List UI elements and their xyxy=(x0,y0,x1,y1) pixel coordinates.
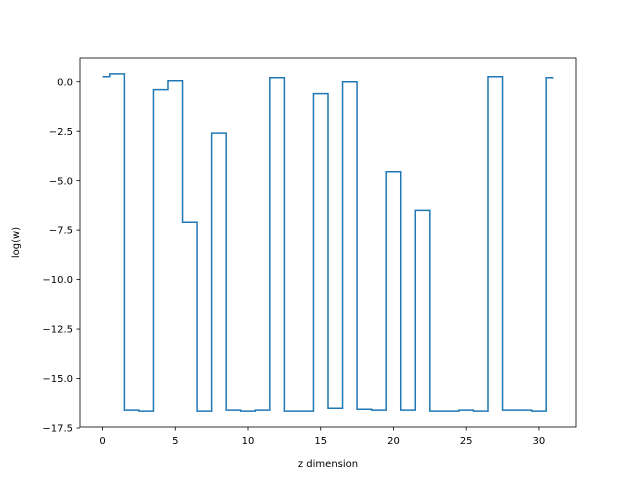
y-tick-label: −15.0 xyxy=(42,374,73,385)
y-axis-ticks: 0.0 −2.5 −5.0 −7.5 −10.0 −12.5 −15.0 −17.5 xyxy=(42,77,80,435)
x-tick-label: 20 xyxy=(387,436,400,447)
y-tick-label: −7.5 xyxy=(49,226,73,237)
x-tick-label: 15 xyxy=(314,436,327,447)
y-tick-label: −2.5 xyxy=(49,127,73,138)
x-tick-label: 0 xyxy=(99,436,105,447)
y-tick-label: −5.0 xyxy=(49,176,73,187)
x-tick-label: 10 xyxy=(242,436,255,447)
y-tick-label: 0.0 xyxy=(57,77,73,88)
axes-frame xyxy=(79,57,577,428)
plot-area xyxy=(102,73,554,412)
x-tick-label: 5 xyxy=(172,436,178,447)
y-tick-label: −10.0 xyxy=(42,275,73,286)
x-axis-ticks: 0 5 10 15 20 25 30 xyxy=(99,427,545,447)
x-tick-label: 30 xyxy=(533,436,546,447)
x-axis-label: z dimension xyxy=(298,459,358,470)
y-tick-label: −17.5 xyxy=(42,424,73,435)
series-line-0 xyxy=(102,73,554,412)
y-tick-label: −12.5 xyxy=(42,325,73,336)
y-axis-label: log(w) xyxy=(11,227,22,258)
x-tick-label: 25 xyxy=(460,436,473,447)
